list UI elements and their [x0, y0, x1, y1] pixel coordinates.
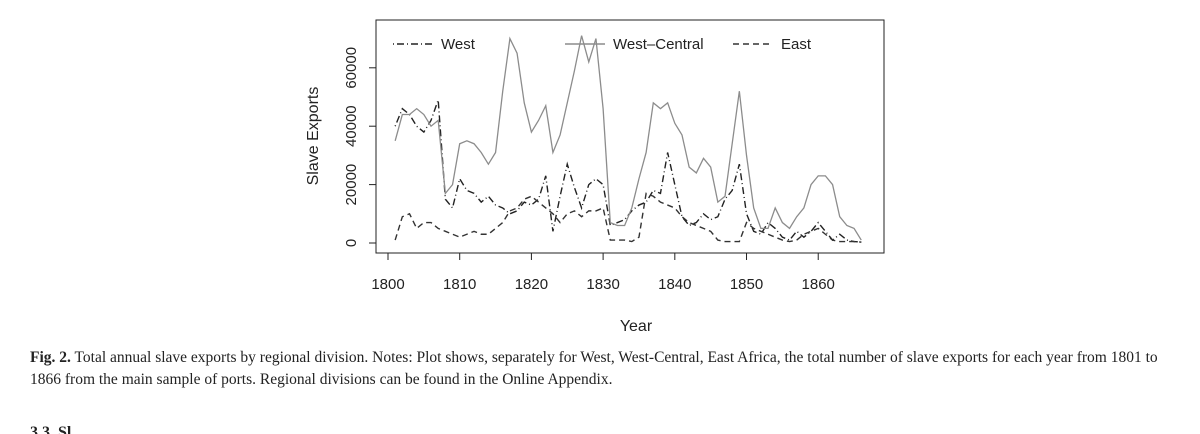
- series-line-1: [394, 35, 862, 241]
- x-tick-label: 1800: [371, 276, 404, 293]
- legend-label-0: West: [441, 36, 476, 53]
- line-chart: 1800 1810 1820 1830 1840 1850 1860 0 20000 40000…: [305, 19, 885, 335]
- x-tick-label: 1860: [802, 276, 835, 293]
- next-section-heading: 3.3. Sl: [30, 424, 72, 434]
- x-tick-label: 1830: [586, 276, 619, 293]
- series-line-0: [394, 99, 862, 243]
- y-tick-label: 20000: [343, 164, 360, 206]
- x-axis-title: Year: [620, 318, 653, 335]
- series-group: [394, 35, 862, 243]
- legend-label-1: West–Central: [613, 36, 704, 53]
- series-line-2: [394, 192, 862, 243]
- caption-label: Fig. 2.: [30, 349, 71, 366]
- legend-label-2: East: [781, 36, 812, 53]
- x-tick-label: 1810: [443, 276, 476, 293]
- figure-caption: Fig. 2. Total annual slave exports by re…: [30, 347, 1180, 391]
- y-tick-label: 60000: [343, 47, 360, 89]
- plot-frame: [375, 19, 885, 254]
- x-tick-label: 1840: [658, 276, 691, 293]
- x-tick-label: 1820: [515, 276, 548, 293]
- y-axis-title: Slave Exports: [305, 87, 322, 186]
- x-axis: 1800 1810 1820 1830 1840 1850 1860: [371, 252, 835, 293]
- y-tick-label: 40000: [343, 105, 360, 147]
- caption-text: Total annual slave exports by regional d…: [30, 349, 1158, 388]
- legend: West West–Central East: [393, 36, 812, 53]
- y-axis: 0 20000 40000 60000: [343, 47, 377, 247]
- x-tick-label: 1850: [730, 276, 763, 293]
- y-tick-label: 0: [343, 239, 360, 247]
